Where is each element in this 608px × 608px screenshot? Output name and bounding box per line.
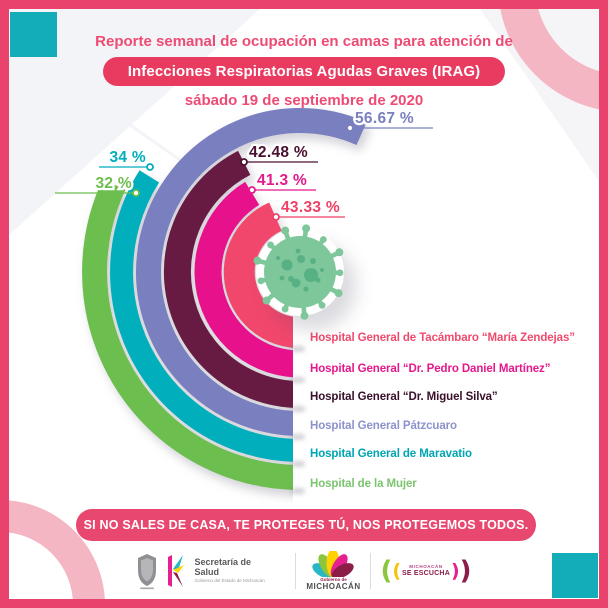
irag-banner: Infecciones Respiratorias Agudas Graves … [103, 57, 505, 86]
sound-wave-icon: ( [380, 556, 393, 586]
sound-wave-icon: ) [450, 559, 460, 582]
hospital-label: Hospital General de Tacámbaro “María Zen… [310, 332, 575, 344]
michoacan-label: MICHOACÁN [306, 582, 361, 592]
ring-shadow-tab [291, 461, 305, 467]
salud-k-logo-icon [168, 555, 185, 587]
ring-shadow-tab [291, 406, 305, 412]
radio-line1: MICHOACÁN [409, 564, 443, 570]
coat-of-arms-icon [138, 554, 157, 590]
salud-subtitle: Gobierno del Estado de Michoacán [194, 578, 265, 584]
hospital-label: Hospital de la Mujer [310, 478, 417, 490]
radio-line2: SE ESCUCHA [402, 569, 450, 577]
report-date: sábado 19 de septiembre de 2020 [184, 92, 424, 109]
gobierno-de-label: Gobierno de [320, 576, 347, 582]
ring-shadow-tab [291, 434, 305, 440]
ring-shadow-tab [291, 346, 305, 352]
salud-title: Secretaría de Salud [194, 557, 252, 577]
sound-wave-icon: ( [392, 559, 402, 582]
stay-home-banner: SI NO SALES DE CASA, TE PROTEGES TÚ, NOS… [76, 509, 536, 541]
ring-shadow-tab [291, 377, 305, 383]
footer-divider [295, 553, 297, 589]
gobierno-michoacan-logo: Gobierno de MICHOACÁN [305, 550, 361, 592]
hospital-label: Hospital General “Dr. Miguel Silva” [310, 391, 498, 403]
hospital-label: Hospital General Pátzcuaro [310, 420, 457, 432]
hospital-label: Hospital General “Dr. Pedro Daniel Martí… [310, 363, 551, 375]
radio-text-block: MICHOACÁN SE ESCUCHA [402, 565, 450, 577]
sound-wave-icon: ) [459, 556, 472, 586]
teal-square-top-left-icon [10, 12, 57, 57]
ring-shadow-tab [291, 488, 305, 494]
footer-logos: Secretaría de Salud Gobierno del Estado … [0, 546, 608, 596]
teal-square-bottom-right-icon [552, 553, 598, 598]
butterfly-icon [312, 550, 355, 577]
coronavirus-icon [253, 224, 344, 320]
report-title: Reporte semanal de ocupación en camas pa… [95, 33, 513, 50]
salud-text-block: Secretaría de Salud Gobierno del Estado … [194, 558, 286, 584]
footer-divider [370, 553, 372, 589]
michoacan-se-escucha-logo: ( ( MICHOACÁN SE ESCUCHA ) ) [380, 558, 471, 584]
hospital-label: Hospital General de Maravatio [310, 448, 472, 460]
